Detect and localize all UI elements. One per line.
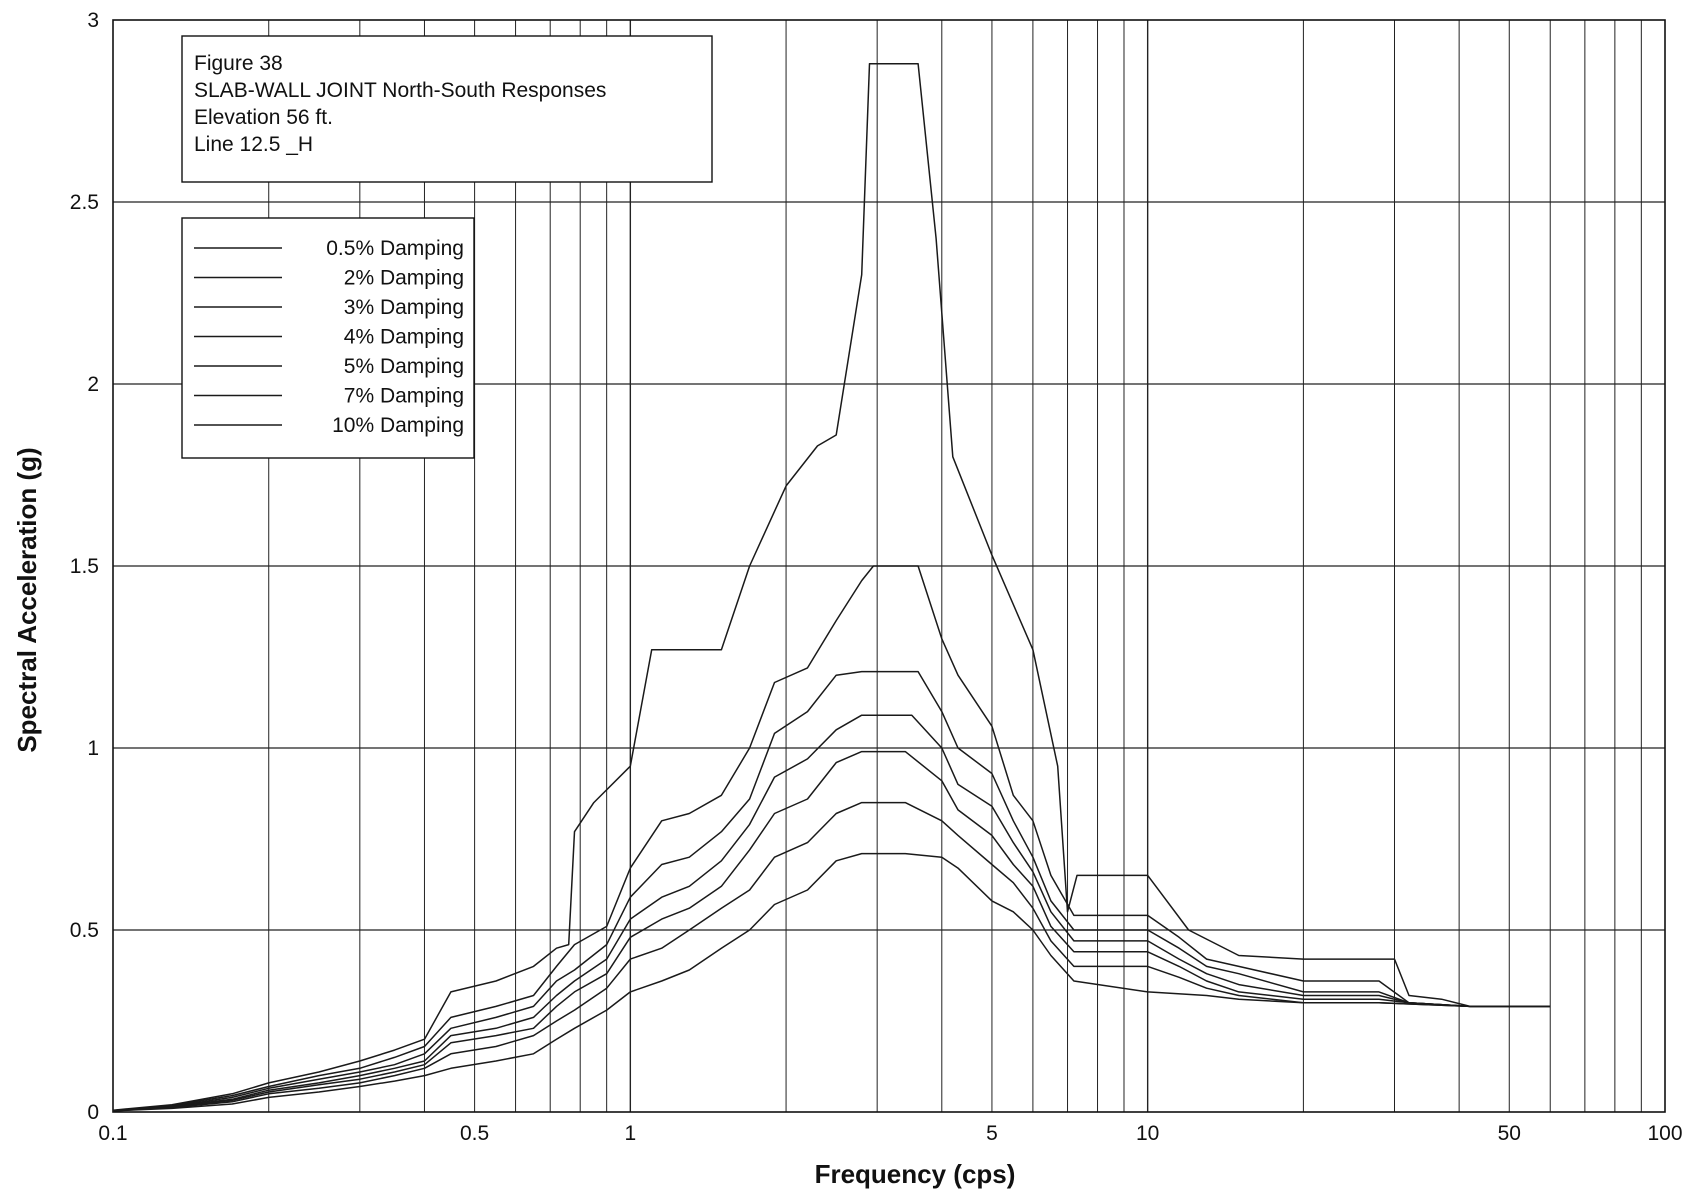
legend-label: 7% Damping xyxy=(344,385,464,408)
x-axis-label: Frequency (cps) xyxy=(815,1159,1016,1189)
legend: 0.5% Damping 2% Damping 3% Damping 4% Dampi… xyxy=(181,217,475,459)
x-tick-label: 0.5 xyxy=(460,1122,489,1145)
x-tick-label: 50 xyxy=(1498,1122,1521,1145)
series-line xyxy=(112,750,1551,1112)
series-line xyxy=(112,565,1551,1112)
y-tick-label: 2 xyxy=(87,373,99,396)
y-tick-label: 1 xyxy=(87,737,99,760)
plot-area xyxy=(112,19,1666,1113)
title-line: Line 12.5 _H xyxy=(194,133,313,156)
series-line xyxy=(112,670,1551,1112)
legend-label: 2% Damping xyxy=(344,267,464,290)
x-tick-label: 1 xyxy=(624,1122,636,1145)
x-tick-label: 10 xyxy=(1136,1122,1159,1145)
y-tick-label: 0 xyxy=(87,1101,99,1124)
series-line xyxy=(112,62,1551,1111)
x-axis-tick-labels: 0.1 0.5 1 5 10 50 100 xyxy=(98,1122,1682,1145)
figure-title-box: Figure 38 SLAB-WALL JOINT North-South Res… xyxy=(181,35,713,183)
y-axis-tick-labels: 0 0.5 1 1.5 2 2.5 3 xyxy=(70,9,99,1124)
legend-frame xyxy=(181,217,475,459)
series-line xyxy=(112,801,1551,1112)
x-tick-label: 100 xyxy=(1647,1122,1682,1145)
y-tick-label: 0.5 xyxy=(70,919,99,942)
legend-label: 5% Damping xyxy=(344,355,464,378)
x-tick-label: 0.1 xyxy=(98,1122,127,1145)
legend-label: 3% Damping xyxy=(344,296,464,319)
legend-label: 4% Damping xyxy=(344,326,464,349)
y-tick-label: 1.5 xyxy=(70,555,99,578)
title-line: SLAB-WALL JOINT North-South Responses xyxy=(194,79,606,102)
x-tick-label: 5 xyxy=(986,1122,998,1145)
series-line xyxy=(112,852,1551,1112)
y-tick-label: 2.5 xyxy=(70,191,99,214)
damping-curves xyxy=(112,62,1551,1112)
legend-label: 10% Damping xyxy=(332,414,464,437)
y-tick-label: 3 xyxy=(87,9,99,32)
title-box-frame xyxy=(181,35,713,183)
title-line: Figure 38 xyxy=(194,52,283,75)
legend-label: 0.5% Damping xyxy=(326,237,464,260)
series-line xyxy=(112,714,1551,1112)
y-axis-label: Spectral Acceleration (g) xyxy=(12,447,42,752)
title-line: Elevation 56 ft. xyxy=(194,106,333,129)
